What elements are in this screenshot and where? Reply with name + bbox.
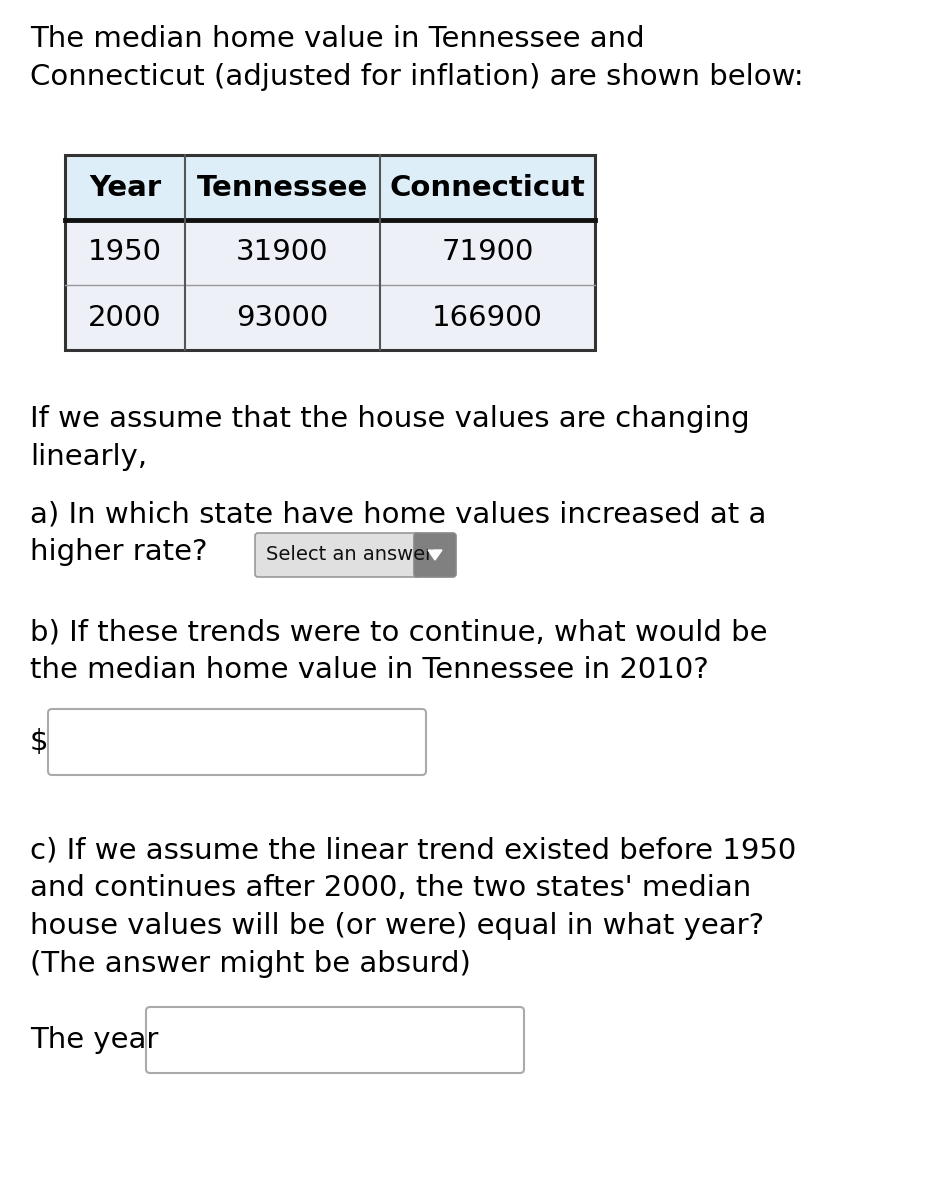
Bar bbox=[65, 155, 595, 220]
FancyBboxPatch shape bbox=[48, 709, 426, 775]
Text: Connecticut: Connecticut bbox=[389, 174, 586, 202]
Text: a) In which state have home values increased at a: a) In which state have home values incre… bbox=[30, 500, 766, 528]
Text: 31900: 31900 bbox=[236, 239, 329, 266]
Text: 1950: 1950 bbox=[88, 239, 162, 266]
Text: The median home value in Tennessee and
Connecticut (adjusted for inflation) are : The median home value in Tennessee and C… bbox=[30, 25, 804, 91]
FancyBboxPatch shape bbox=[255, 533, 420, 577]
Text: 2000: 2000 bbox=[88, 304, 162, 331]
Bar bbox=[65, 284, 595, 350]
Text: $: $ bbox=[30, 728, 49, 756]
Text: 71900: 71900 bbox=[441, 239, 534, 266]
Text: c) If we assume the linear trend existed before 1950
and continues after 2000, t: c) If we assume the linear trend existed… bbox=[30, 836, 796, 978]
Text: Tennessee: Tennessee bbox=[196, 174, 368, 202]
FancyBboxPatch shape bbox=[146, 1007, 524, 1073]
Bar bbox=[65, 155, 595, 350]
Polygon shape bbox=[428, 550, 442, 560]
Text: 166900: 166900 bbox=[432, 304, 543, 331]
Text: higher rate?: higher rate? bbox=[30, 538, 208, 566]
Bar bbox=[65, 220, 595, 284]
Text: Select an answer: Select an answer bbox=[266, 546, 433, 564]
Text: 93000: 93000 bbox=[236, 304, 329, 331]
FancyBboxPatch shape bbox=[414, 533, 456, 577]
Text: If we assume that the house values are changing
linearly,: If we assume that the house values are c… bbox=[30, 404, 749, 470]
Text: Year: Year bbox=[89, 174, 161, 202]
Text: The year: The year bbox=[30, 1026, 158, 1054]
Text: b) If these trends were to continue, what would be
the median home value in Tenn: b) If these trends were to continue, wha… bbox=[30, 618, 767, 684]
